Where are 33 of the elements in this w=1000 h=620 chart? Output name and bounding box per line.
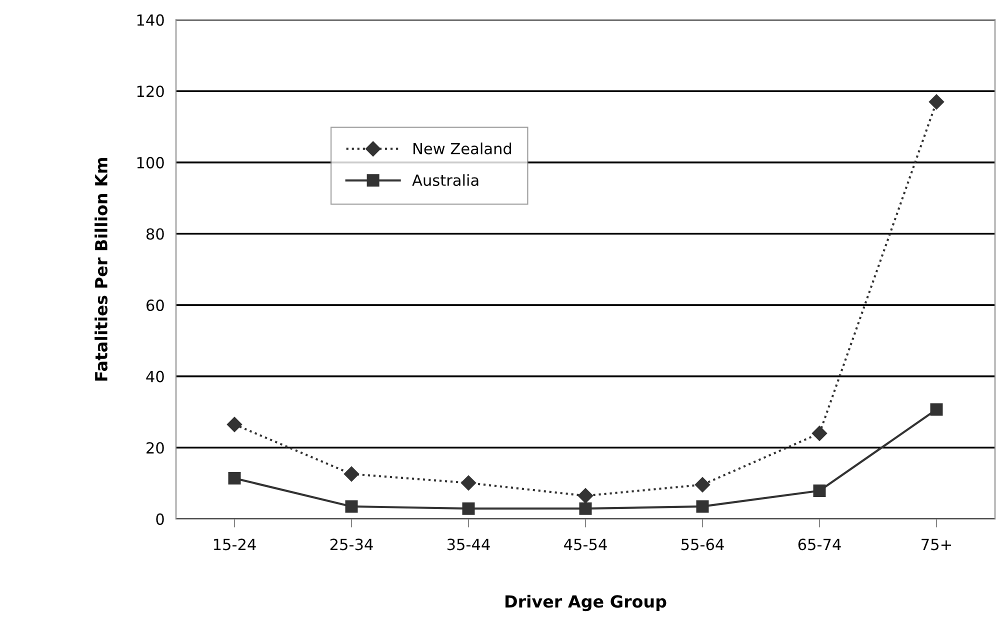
- x-axis-title: Driver Age Group: [506, 594, 666, 612]
- x-tick-label: 65-74: [798, 538, 841, 550]
- x-tick-label: 25-34: [330, 538, 373, 550]
- point: [694, 477, 710, 492]
- point: [228, 472, 241, 485]
- point: [930, 403, 943, 416]
- y-axis-title: Fatalities Per Billion Km: [94, 158, 108, 381]
- point: [344, 466, 360, 482]
- y-tick-label: 0: [156, 513, 164, 525]
- y-tick-label: 40: [146, 370, 164, 382]
- point: [928, 94, 944, 110]
- y-tick-label: 80: [146, 228, 164, 240]
- point: [579, 502, 592, 515]
- y-tick-label: 60: [146, 300, 164, 312]
- legend-label: New Zealand: [414, 142, 512, 154]
- x-tick-label: 75+: [922, 538, 951, 550]
- y-tick-label: 100: [137, 156, 164, 168]
- x-tick-label: 35-44: [447, 538, 490, 550]
- point: [226, 416, 242, 432]
- x-tick-label: 15-24: [214, 538, 256, 550]
- legend-label: Australia: [412, 174, 478, 186]
- x-tick-label: 45-54: [564, 538, 607, 550]
- y-tick-label: 120: [137, 86, 164, 98]
- y-tick-label: 140: [137, 14, 164, 26]
- point: [696, 500, 709, 513]
- point: [578, 488, 594, 504]
- y-tick-label: 20: [146, 442, 164, 454]
- point: [812, 426, 828, 441]
- x-tick-label: 55-64: [681, 538, 724, 550]
- point: [813, 484, 826, 498]
- point: [462, 502, 475, 515]
- point: [460, 475, 476, 491]
- point: [345, 500, 358, 513]
